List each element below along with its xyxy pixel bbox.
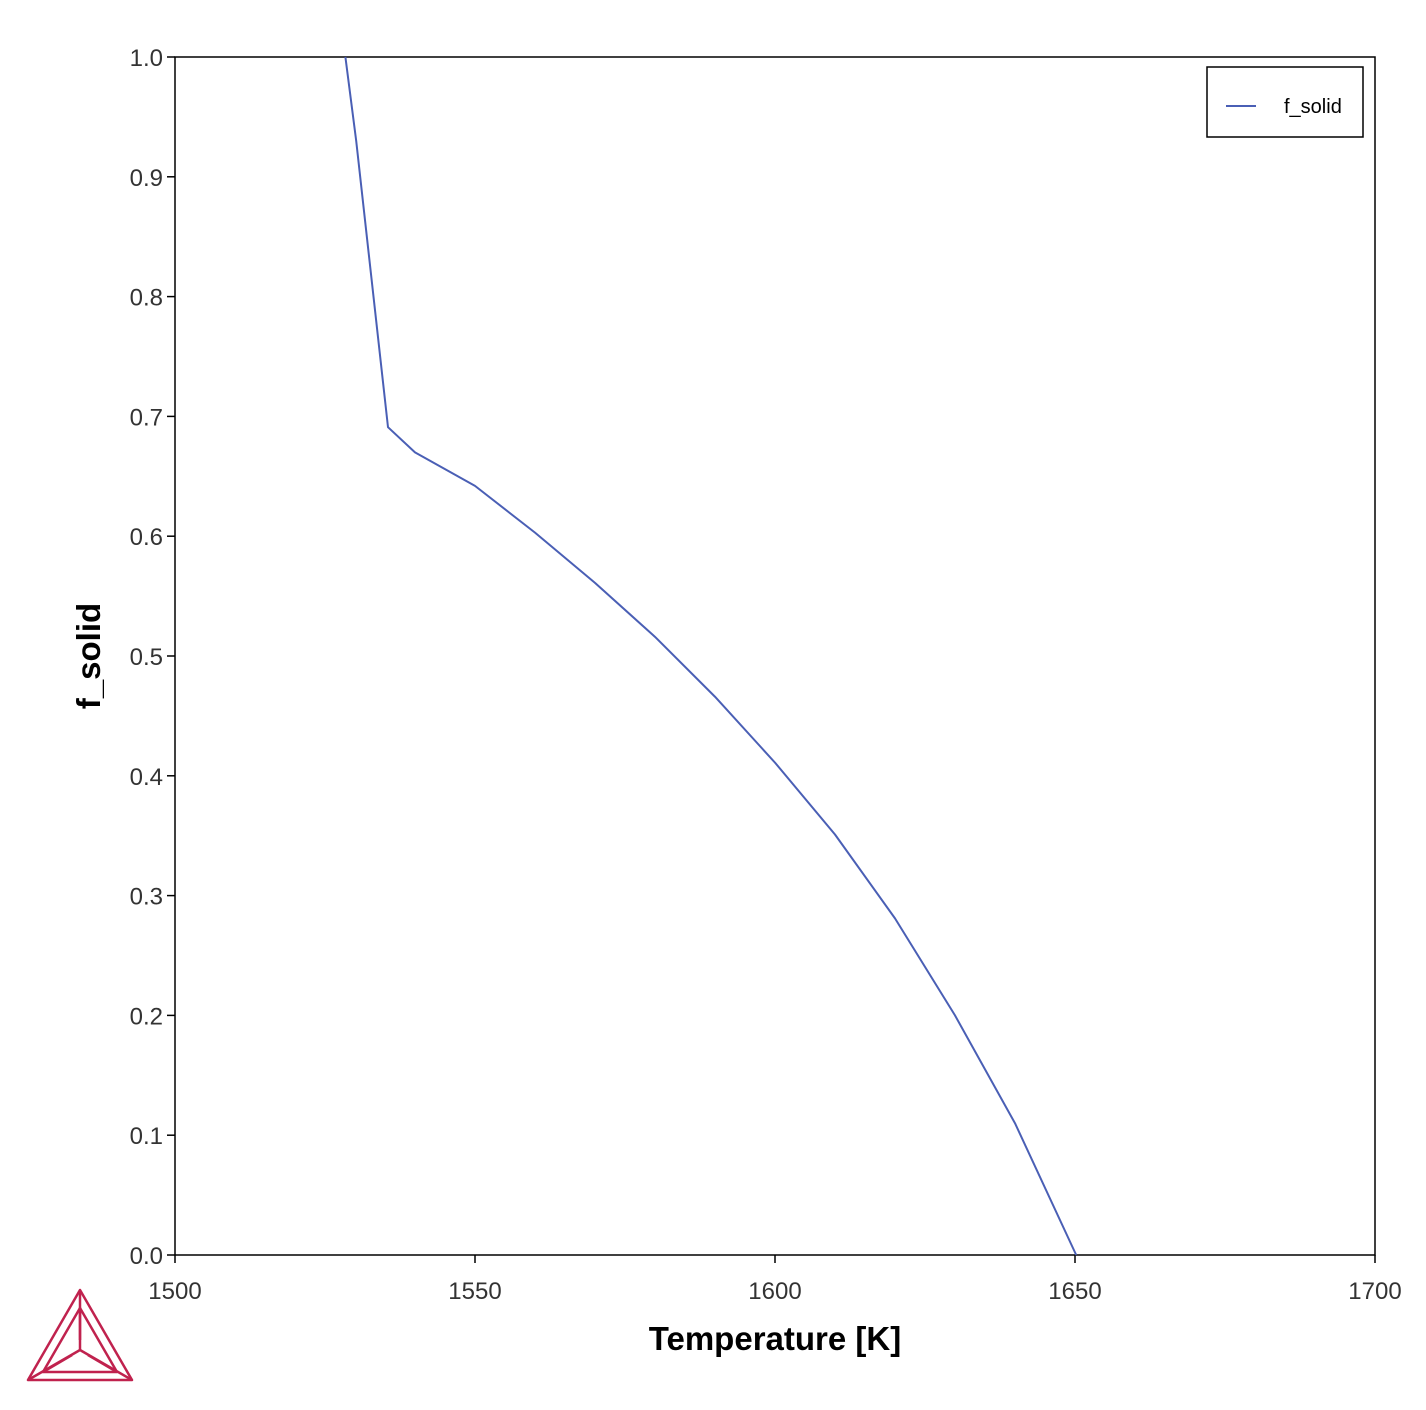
y-tick-label: 0.7: [130, 404, 163, 431]
x-tick-label: 1700: [1348, 1278, 1401, 1305]
y-tick-label: 0.9: [130, 165, 163, 192]
x-axis: 1500 1550 1600 1650 1700: [148, 1255, 1402, 1305]
y-tick-label: 0.5: [130, 644, 163, 671]
series-line-f-solid: [344, 56, 1078, 1256]
x-tick-label: 1550: [448, 1278, 501, 1305]
y-tick-label: 0.8: [130, 285, 163, 312]
x-axis-title: Temperature [K]: [649, 1320, 901, 1357]
x-tick-label: 1500: [148, 1278, 201, 1305]
plot-frame: [174, 56, 1376, 1256]
y-tick-label: 0.1: [130, 1123, 163, 1150]
legend-box: [1206, 66, 1364, 138]
y-tick-label: 0.4: [130, 764, 163, 791]
y-tick-label: 1.0: [130, 45, 163, 72]
y-axis: 0.0 0.1 0.2 0.3 0.4 0.5 0.6 0.7 0.8 0.9 1.0: [130, 45, 175, 1270]
y-tick-label: 0.6: [130, 524, 163, 551]
y-tick-label: 0.0: [130, 1243, 163, 1270]
y-axis-title: f_solid: [70, 603, 107, 709]
series-layer: [344, 56, 1078, 1256]
thermo-calc-logo-icon: [26, 1288, 134, 1382]
legend: f_solid: [1206, 66, 1364, 138]
y-tick-label: 0.3: [130, 884, 163, 911]
x-tick-label: 1650: [1048, 1278, 1101, 1305]
plot-area: [174, 56, 1376, 1256]
legend-label-f-solid: f_solid: [1284, 96, 1342, 118]
y-tick-label: 0.2: [130, 1003, 163, 1030]
x-tick-label: 1600: [748, 1278, 801, 1305]
